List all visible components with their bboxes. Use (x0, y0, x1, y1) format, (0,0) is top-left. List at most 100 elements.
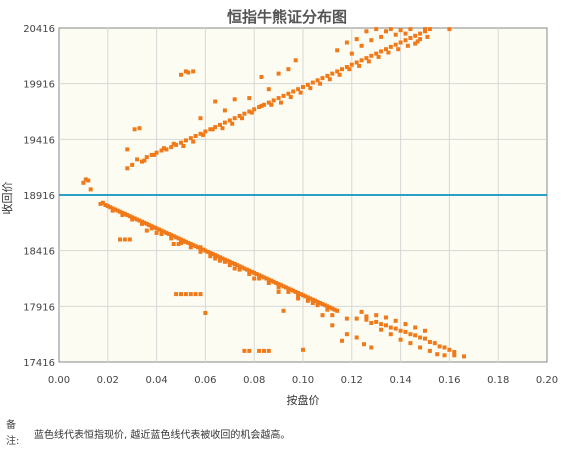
data-point (408, 36, 413, 40)
data-point (161, 146, 166, 151)
data-point (222, 259, 227, 264)
data-point (281, 308, 286, 313)
data-point (120, 210, 125, 215)
data-point (159, 232, 164, 236)
data-point (125, 147, 130, 152)
data-point (347, 67, 352, 72)
note-label: 备注: (6, 420, 20, 447)
data-point (386, 50, 391, 55)
data-point (198, 116, 203, 121)
data-point (215, 254, 220, 259)
data-point (213, 253, 218, 258)
data-point (413, 33, 418, 38)
data-point (359, 309, 364, 314)
data-point (135, 217, 140, 222)
data-point (296, 291, 301, 295)
data-point (379, 49, 384, 54)
data-point (232, 116, 237, 121)
x-tick-label: 0.10 (292, 375, 314, 386)
data-point (179, 72, 183, 77)
data-point (186, 240, 191, 245)
data-point (174, 142, 179, 147)
data-point (403, 322, 408, 327)
data-point (264, 276, 269, 281)
data-point (276, 282, 281, 287)
x-tick-label: 0.14 (389, 375, 411, 386)
data-point (115, 208, 120, 213)
y-tick-label: 20416 (23, 24, 55, 35)
data-point (242, 111, 247, 116)
data-point (281, 284, 286, 289)
data-point (425, 34, 430, 39)
data-point (344, 316, 349, 321)
data-point (110, 208, 115, 213)
data-point (442, 345, 447, 350)
data-point (237, 264, 242, 269)
data-point (213, 256, 218, 261)
data-point (354, 60, 359, 65)
data-point (247, 109, 252, 114)
data-point (242, 266, 247, 271)
data-point (259, 75, 264, 79)
data-point (293, 58, 298, 63)
data-point (354, 316, 359, 321)
data-point (279, 283, 283, 288)
data-point (330, 323, 335, 328)
data-point (408, 27, 413, 32)
data-point (122, 237, 127, 242)
data-point (149, 226, 154, 231)
data-point (179, 140, 183, 145)
data-point (274, 281, 279, 285)
data-point (183, 138, 188, 143)
data-point (320, 302, 325, 307)
data-point (398, 40, 403, 45)
x-tick-label: 0.04 (145, 375, 167, 386)
data-point (176, 242, 181, 246)
data-point (291, 288, 296, 293)
x-tick-label: 0.08 (243, 375, 265, 386)
data-point (327, 305, 332, 310)
data-point (201, 247, 205, 252)
data-point (152, 152, 157, 157)
data-point (286, 91, 291, 96)
data-point (423, 328, 427, 333)
data-point (315, 303, 320, 308)
data-point (237, 114, 242, 118)
data-point (296, 294, 301, 299)
data-point (130, 217, 135, 222)
data-point (308, 296, 313, 301)
data-point (208, 254, 213, 259)
data-point (183, 292, 188, 297)
data-point (205, 249, 210, 254)
data-point (462, 354, 466, 359)
data-point (103, 203, 108, 207)
data-point (262, 275, 266, 280)
x-tick-label: 0.18 (487, 375, 509, 386)
data-point (279, 100, 283, 105)
data-point (330, 71, 335, 76)
data-point (208, 250, 213, 255)
data-point (164, 147, 169, 152)
scatter-chart: 恒指牛熊证分布图 0.00 0.02 0.04 0.06 0.08 0.10 0.12 0.1… (0, 8, 558, 407)
data-point (369, 38, 374, 43)
data-point (113, 207, 118, 212)
data-point (198, 245, 203, 250)
data-point (374, 51, 379, 56)
y-tick-label: 17416 (23, 358, 55, 369)
data-point (249, 269, 254, 274)
data-point (232, 97, 237, 102)
data-point (359, 58, 364, 63)
data-point (218, 255, 222, 260)
data-point (191, 243, 196, 248)
data-point (398, 337, 403, 342)
data-point (298, 90, 303, 95)
data-point (149, 152, 154, 157)
data-point (259, 274, 264, 279)
data-point (413, 325, 418, 330)
data-point (257, 276, 262, 281)
x-tick-label: 0.06 (194, 375, 216, 386)
data-point (337, 72, 342, 77)
data-point (169, 145, 174, 150)
data-point (142, 158, 147, 163)
data-point (298, 292, 303, 297)
